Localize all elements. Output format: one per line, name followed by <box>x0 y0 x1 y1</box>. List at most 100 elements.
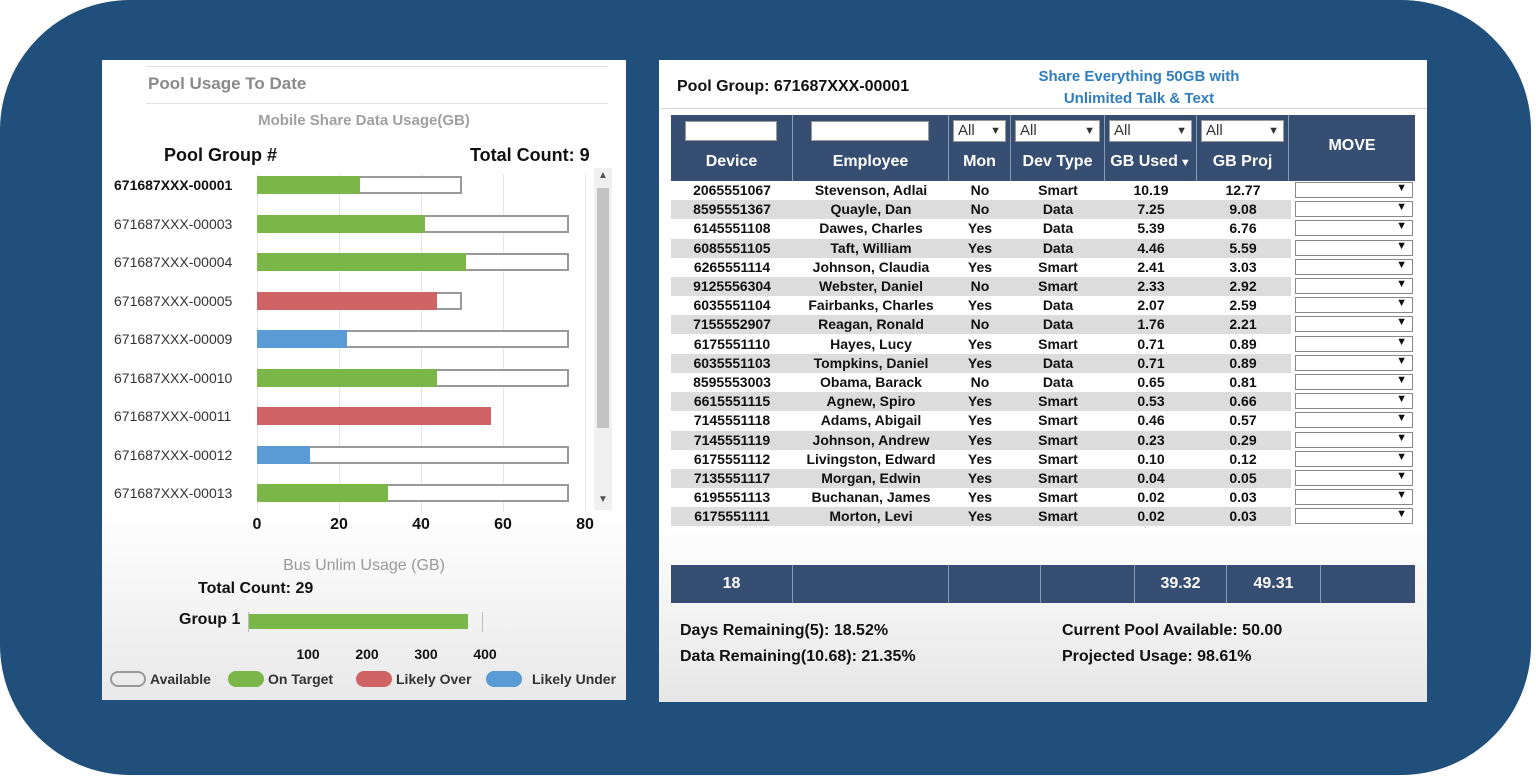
gbproj-filter-select[interactable]: All ▼ <box>1201 120 1284 142</box>
move-select[interactable]: ▼ <box>1295 393 1413 410</box>
scroll-up-icon[interactable]: ▲ <box>598 170 608 181</box>
pool-group-label[interactable]: 671687XXX-00012 <box>114 446 233 463</box>
chevron-down-icon: ▼ <box>1084 125 1095 137</box>
employee-filter-input[interactable] <box>811 121 929 141</box>
device-cell: 7145551119 <box>693 431 771 448</box>
mon-cell: No <box>970 201 990 218</box>
move-select[interactable]: ▼ <box>1295 297 1413 314</box>
employee-cell: Morgan, Edwin <box>821 470 921 486</box>
chevron-down-icon: ▼ <box>1396 374 1407 386</box>
table-row[interactable]: 7145551118 Adams, Abigail Yes Smart 0.46 0.57… <box>671 411 1413 430</box>
device-filter-input[interactable] <box>685 121 777 141</box>
usage-bar[interactable] <box>257 330 348 348</box>
employee-cell: Quayle, Dan <box>830 201 912 218</box>
move-select[interactable]: ▼ <box>1295 489 1413 506</box>
pool-group-label[interactable]: 671687XXX-00001 <box>114 177 233 193</box>
col-dev-type-label[interactable]: Dev Type <box>1022 153 1093 170</box>
device-cell: 7135551117 <box>693 470 771 486</box>
col-device-label[interactable]: Device <box>705 153 758 170</box>
usage-bar[interactable] <box>257 176 360 194</box>
scroll-down-icon[interactable]: ▼ <box>598 494 608 505</box>
usage-bar[interactable] <box>257 368 438 387</box>
usage-bar[interactable] <box>257 407 491 425</box>
chart-scrollbar[interactable]: ▲ ▼ <box>594 168 612 510</box>
pool-group-label[interactable]: 671687XXX-00004 <box>114 254 233 270</box>
usage-bar[interactable] <box>257 484 389 502</box>
device-cell: 8595551367 <box>693 201 771 218</box>
pool-group-label[interactable]: 671687XXX-00010 <box>114 369 233 386</box>
current-pool-available: Current Pool Available: 50.00 <box>1062 622 1283 639</box>
chevron-down-icon: ▼ <box>1396 201 1407 214</box>
table-row[interactable]: 9125556304 Webster, Daniel No Smart 2.33 2.92… <box>671 277 1413 296</box>
move-select[interactable]: ▼ <box>1295 374 1413 390</box>
device-cell: 6175551112 <box>693 450 771 467</box>
pool-group-label[interactable]: 671687XXX-00013 <box>114 485 233 501</box>
move-select[interactable]: ▼ <box>1295 316 1413 333</box>
mon-cell: Yes <box>967 258 993 275</box>
gbused-filter-select[interactable]: All ▼ <box>1109 120 1192 142</box>
devtype-filter-select[interactable]: All ▼ <box>1015 120 1100 142</box>
move-select[interactable]: ▼ <box>1295 354 1413 371</box>
mon-filter-select[interactable]: All ▼ <box>953 120 1006 142</box>
legend-available: Available <box>110 671 211 687</box>
table-row[interactable]: 6615551115 Agnew, Spiro Yes Smart 0.53 0.66 ▼ <box>671 392 1413 412</box>
employee-cell: Adams, Abigail <box>820 412 922 429</box>
col-employee-label[interactable]: Employee <box>832 153 909 170</box>
plan-name[interactable]: Share Everything 50GB with Unlimited Tal… <box>1019 66 1259 110</box>
move-select[interactable]: ▼ <box>1295 201 1413 218</box>
table-row[interactable]: 7135551117 Morgan, Edwin Yes Smart 0.04 0.05 ▼ <box>671 469 1413 488</box>
move-select[interactable]: ▼ <box>1295 258 1413 275</box>
table-row[interactable]: 6175551111 Morton, Levi Yes Smart 0.02 0.03 ▼ <box>671 507 1413 527</box>
move-select[interactable]: ▼ <box>1295 220 1413 237</box>
x-tick-label: 60 <box>494 516 512 533</box>
move-select[interactable]: ▼ <box>1295 450 1413 467</box>
table-row[interactable]: 6195551113 Buchanan, James Yes Smart 0.02 0.0… <box>671 488 1413 507</box>
table-row[interactable]: 6035551104 Fairbanks, Charles Yes Data 2.07 2… <box>671 296 1413 315</box>
legend-label: On Target <box>268 671 334 687</box>
move-select[interactable]: ▼ <box>1295 182 1413 198</box>
table-row[interactable]: 6035551103 Tompkins, Daniel Yes Data 0.71 0.8… <box>671 353 1413 373</box>
legend-swatch-likely-under <box>486 671 522 687</box>
devtype-cell: Data <box>1042 297 1074 314</box>
pool-group-label[interactable]: 671687XXX-00005 <box>114 292 233 309</box>
pool-group-label: Pool Group: 671687XXX-00001 <box>677 78 910 95</box>
table-row[interactable]: 8595551367 Quayle, Dan No Data 7.25 9.08 ▼ <box>671 200 1413 220</box>
col-gb-proj-label[interactable]: GB Proj <box>1212 153 1273 170</box>
col-mon-label[interactable]: Mon <box>963 153 996 170</box>
usage-bar[interactable] <box>257 253 467 271</box>
move-select[interactable]: ▼ <box>1295 335 1413 352</box>
pool-group-label[interactable]: 671687XXX-00003 <box>114 215 233 232</box>
move-select[interactable]: ▼ <box>1295 278 1413 294</box>
table-row[interactable]: 7155552907 Reagan, Ronald No Data 1.76 2.21 ▼ <box>671 315 1413 335</box>
move-select[interactable]: ▼ <box>1295 431 1413 448</box>
table-totals-row: 18 39.32 49.31 <box>671 565 1415 603</box>
gbused-cell: 0.65 <box>1137 374 1165 390</box>
table-row[interactable]: 7145551119 Johnson, Andrew Yes Smart 0.23 0.2… <box>671 430 1413 450</box>
usage-bar[interactable] <box>257 291 438 310</box>
move-select[interactable]: ▼ <box>1295 239 1413 256</box>
mon-cell: Yes <box>967 239 993 256</box>
pool-group-label[interactable]: 671687XXX-00011 <box>114 408 232 424</box>
gbproj-cell: 12.77 <box>1225 182 1261 198</box>
gbused-cell: 7.25 <box>1137 201 1165 218</box>
usage-bar[interactable] <box>257 214 426 233</box>
table-row[interactable]: 8595553003 Obama, Barack No Data 0.65 0.81 ▼ <box>671 373 1413 392</box>
move-select[interactable]: ▼ <box>1295 470 1413 486</box>
move-select[interactable]: ▼ <box>1295 508 1413 525</box>
table-row[interactable]: 6175551112 Livingston, Edward Yes Smart 0.10… <box>671 450 1413 469</box>
table-row[interactable]: 6085551105 Taft, William Yes Data 4.46 5.59 ▼ <box>671 238 1413 258</box>
table-row[interactable]: 6145551108 Dawes, Charles Yes Data 5.39 6.76 ▼ <box>671 219 1413 238</box>
usage-bar[interactable] <box>257 445 311 464</box>
device-cell: 6195551113 <box>693 489 771 506</box>
scroll-thumb[interactable] <box>597 188 609 428</box>
table-row[interactable]: 6265551114 Johnson, Claudia Yes Smart 2.41 3.… <box>671 258 1413 277</box>
col-gb-used-label[interactable]: GB Used ▼ <box>1110 153 1191 170</box>
device-cell: 6035551103 <box>693 354 771 371</box>
mon-cell: No <box>970 316 990 333</box>
move-select[interactable]: ▼ <box>1295 412 1413 429</box>
table-row[interactable]: 6175551110 Hayes, Lucy Yes Smart 0.71 0.89 ▼ <box>671 335 1413 354</box>
pool-group-label[interactable]: 671687XXX-00009 <box>114 331 233 347</box>
devtype-cell: Smart <box>1038 489 1078 506</box>
employee-cell: Taft, William <box>830 239 912 256</box>
table-row[interactable]: 2065551067 Stevenson, Adlai No Smart 10.19 12… <box>671 181 1413 200</box>
